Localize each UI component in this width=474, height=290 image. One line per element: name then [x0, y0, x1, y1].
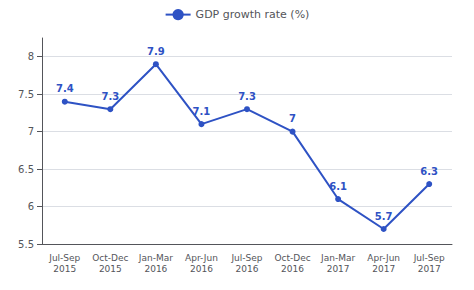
svg-text:Jul-Sep: Jul-Sep [48, 253, 80, 263]
svg-text:2017: 2017 [372, 264, 395, 274]
svg-text:2015: 2015 [99, 264, 122, 274]
svg-text:Jan-Mar: Jan-Mar [138, 253, 173, 263]
svg-text:7.3: 7.3 [101, 91, 119, 102]
svg-text:GDP growth rate (%): GDP growth rate (%) [196, 8, 310, 21]
svg-text:7: 7 [289, 113, 296, 124]
svg-text:8: 8 [28, 51, 34, 62]
svg-text:7: 7 [28, 126, 34, 137]
svg-text:5.7: 5.7 [375, 211, 393, 222]
svg-text:Apr-Jun: Apr-Jun [367, 253, 400, 263]
svg-text:2016: 2016 [281, 264, 304, 274]
svg-text:2016: 2016 [190, 264, 213, 274]
svg-text:7.3: 7.3 [238, 91, 256, 102]
svg-text:6.1: 6.1 [329, 181, 347, 192]
svg-text:7.9: 7.9 [147, 46, 165, 57]
svg-text:Apr-Jun: Apr-Jun [185, 253, 218, 263]
svg-text:6.5: 6.5 [18, 164, 34, 175]
svg-text:2016: 2016 [144, 264, 167, 274]
svg-text:7.4: 7.4 [56, 83, 74, 94]
svg-text:Jul-Sep: Jul-Sep [230, 253, 262, 263]
svg-text:5.5: 5.5 [18, 239, 34, 250]
svg-text:2015: 2015 [53, 264, 76, 274]
svg-text:Oct-Dec: Oct-Dec [274, 253, 310, 263]
svg-text:7.5: 7.5 [18, 89, 34, 100]
svg-text:2016: 2016 [236, 264, 259, 274]
svg-text:2017: 2017 [327, 264, 350, 274]
svg-text:Jul-Sep: Jul-Sep [413, 253, 445, 263]
svg-text:6: 6 [28, 201, 34, 212]
svg-text:2017: 2017 [418, 264, 441, 274]
svg-text:7.1: 7.1 [193, 106, 211, 117]
svg-text:Jan-Mar: Jan-Mar [320, 253, 355, 263]
svg-text:6.3: 6.3 [420, 166, 438, 177]
svg-text:Oct-Dec: Oct-Dec [92, 253, 128, 263]
